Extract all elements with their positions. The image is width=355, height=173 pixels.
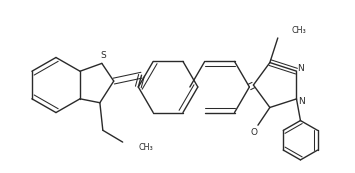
Text: N: N [297,64,304,73]
Text: O: O [251,128,257,136]
Text: CH₃: CH₃ [292,26,306,35]
Text: S: S [100,51,106,60]
Text: CH₃: CH₃ [138,143,153,152]
Text: N: N [298,97,305,106]
